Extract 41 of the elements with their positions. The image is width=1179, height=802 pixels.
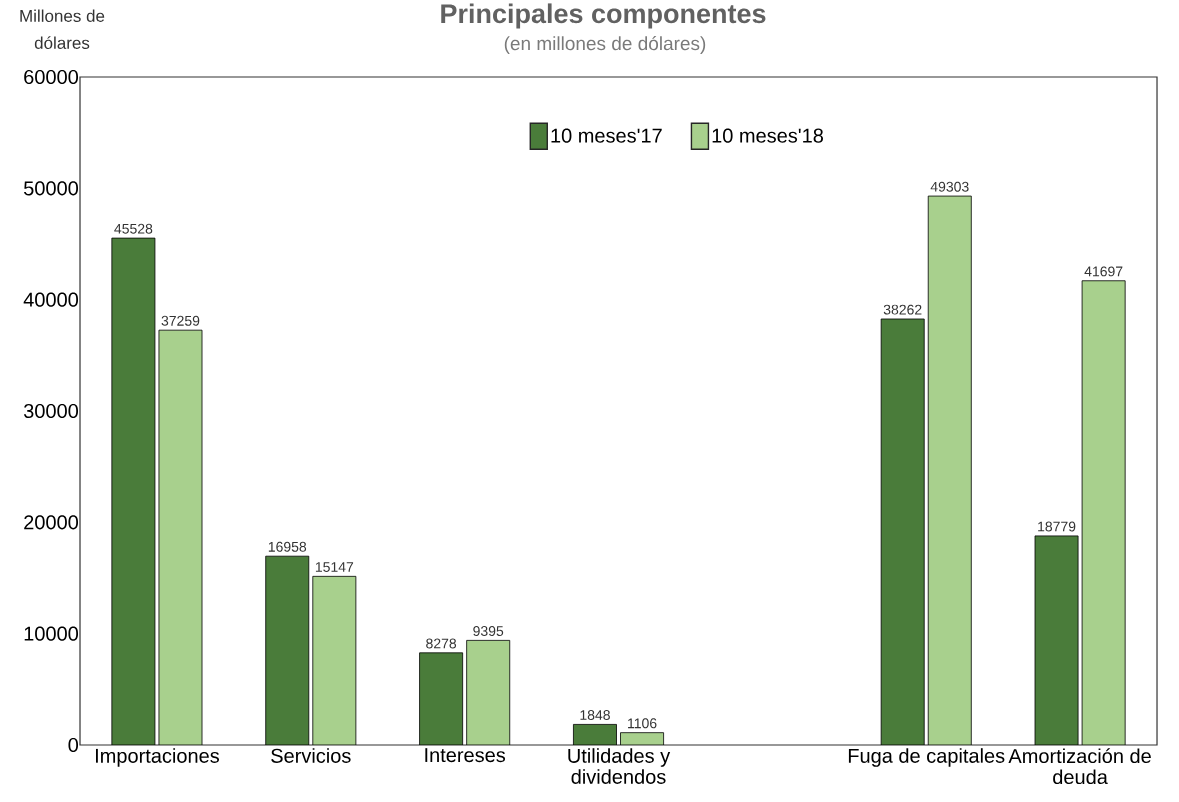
chart-subtitle: (en millones de dólares): [504, 36, 706, 54]
data-label: 49303: [930, 181, 969, 192]
bar: [111, 237, 156, 745]
y-tick-label: 50000: [23, 181, 79, 196]
data-label: 41697: [1084, 266, 1123, 277]
data-label: 18779: [1038, 521, 1076, 532]
y-tick-label: 40000: [23, 292, 79, 307]
bar: [419, 652, 464, 745]
x-tick-label: Servicios: [271, 748, 351, 763]
legend-label: 10 meses'18: [712, 128, 823, 143]
y-tick-label: 30000: [23, 403, 79, 419]
y-axis-title: Millones de dólares: [20, 9, 105, 49]
bar: [466, 639, 511, 745]
data-label: 1106: [628, 718, 657, 729]
bar: [265, 555, 310, 745]
legend-label: 10 meses'17: [551, 128, 662, 143]
x-tick-label: Amortización de deuda: [1008, 748, 1151, 785]
data-label: 38262: [883, 304, 922, 315]
data-label: 16958: [268, 541, 307, 552]
data-label: 8278: [426, 638, 457, 649]
x-tick-label: Utilidades y dividendos: [568, 748, 671, 784]
x-tick-label: Intereses: [425, 748, 506, 763]
data-label: 15147: [315, 562, 354, 572]
data-label: 9395: [473, 626, 504, 636]
y-tick-label: 60000: [24, 69, 79, 85]
bar: [1081, 280, 1126, 745]
bar: [158, 329, 203, 745]
x-tick-label: Importaciones: [95, 748, 220, 767]
bar: [927, 195, 972, 745]
y-tick-label: 20000: [24, 515, 79, 530]
data-label: 37259: [161, 315, 200, 326]
chart-title: Principales componentes: [441, 3, 766, 29]
bar: [880, 318, 925, 745]
data-label: 1848: [580, 710, 610, 721]
y-tick-label: 10000: [24, 626, 79, 641]
y-tick-label: 0: [68, 737, 79, 753]
x-tick-label: Fuga de capitales: [848, 748, 1005, 767]
bar: [573, 724, 617, 745]
bar: [1034, 535, 1079, 745]
data-label: 45528: [114, 223, 153, 234]
bar: [312, 575, 357, 745]
